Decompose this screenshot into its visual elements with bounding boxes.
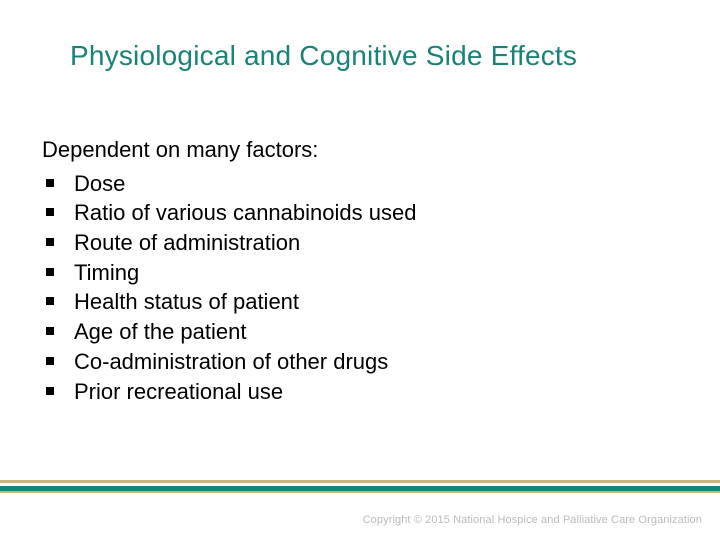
copyright-text: Copyright © 2015 National Hospice and Pa…	[363, 514, 702, 526]
slide-title: Physiological and Cognitive Side Effects	[70, 40, 670, 72]
intro-text: Dependent on many factors:	[42, 135, 660, 165]
list-item: Timing	[42, 258, 660, 288]
slide: Physiological and Cognitive Side Effects…	[0, 0, 720, 540]
list-item: Co-administration of other drugs	[42, 347, 660, 377]
bullet-list: Dose Ratio of various cannabinoids used …	[42, 169, 660, 407]
list-item: Age of the patient	[42, 317, 660, 347]
list-item: Dose	[42, 169, 660, 199]
slide-content: Dependent on many factors: Dose Ratio of…	[42, 135, 660, 406]
list-item: Ratio of various cannabinoids used	[42, 198, 660, 228]
footer-rule	[0, 480, 720, 494]
list-item: Route of administration	[42, 228, 660, 258]
list-item: Health status of patient	[42, 287, 660, 317]
list-item: Prior recreational use	[42, 377, 660, 407]
rule-gold-thin	[0, 491, 720, 493]
